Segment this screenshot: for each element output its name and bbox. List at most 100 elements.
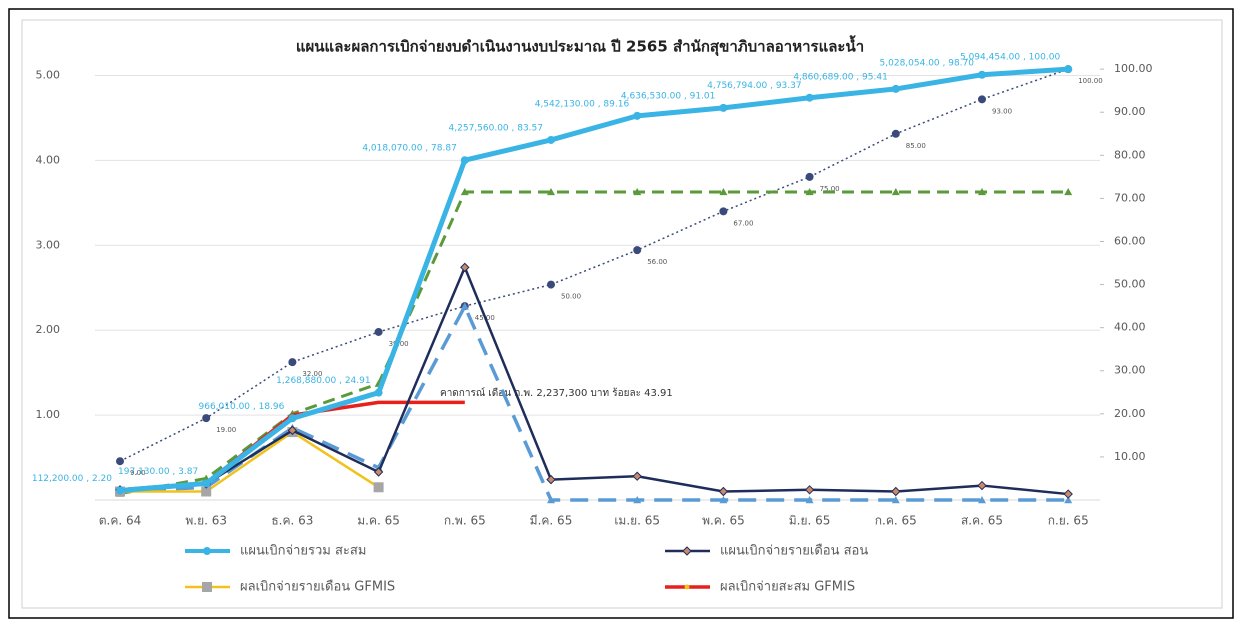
marker — [373, 482, 384, 493]
series-line — [120, 430, 380, 493]
marker — [460, 262, 470, 273]
marker — [891, 496, 900, 504]
marker — [633, 496, 642, 504]
value-label: 85.00 — [906, 142, 926, 150]
legend-dot — [684, 584, 690, 590]
legend-item: แผนเบิกจ่ายรวม สะสม — [185, 544, 366, 559]
x-tick-label: ส.ค. 65 — [961, 514, 1003, 528]
value-label: 966,010.00 , 18.96 — [199, 402, 285, 412]
marker — [805, 93, 814, 102]
marker — [977, 480, 987, 491]
y2-tick-label: 90.00 — [1114, 105, 1146, 118]
x-tick-label: ก.ค. 65 — [875, 514, 917, 528]
marker — [203, 547, 211, 555]
value-label: 4,257,560.00 , 83.57 — [449, 123, 543, 133]
marker — [460, 302, 469, 310]
marker — [373, 467, 384, 477]
y2-tick-label: 40.00 — [1114, 321, 1146, 334]
x-tick-label: เม.ย. 65 — [614, 514, 660, 528]
y2-tick-label: 80.00 — [1114, 148, 1146, 161]
y2-tick-label: 20.00 — [1114, 407, 1146, 420]
marker — [116, 486, 124, 495]
value-label: 112,200.00 , 2.20 — [32, 474, 112, 484]
value-label: 5,028,054.00 , 98.70 — [880, 58, 975, 68]
value-label: 4,860,689.00 , 95.41 — [793, 72, 887, 82]
marker — [460, 156, 469, 165]
marker — [804, 485, 815, 495]
x-tick-label: ม.ค. 65 — [357, 514, 400, 528]
chart-title: แผนและผลการเบิกจ่ายงบดำเนินงานงบประมาณ ป… — [296, 35, 864, 57]
legend-label: ผลเบิกจ่ายสะสม GFMIS — [720, 580, 855, 595]
legend-item: ผลเบิกจ่ายรายเดือน GFMIS — [185, 579, 395, 595]
marker — [1063, 489, 1073, 499]
marker — [547, 280, 555, 289]
x-tick-label: มี.ค. 65 — [530, 514, 573, 528]
x-tick-label: ต.ค. 64 — [99, 514, 142, 528]
y2-tick-label: 70.00 — [1114, 191, 1146, 204]
value-label: 32.00 — [302, 370, 322, 378]
marker — [805, 496, 814, 504]
series-line — [119, 304, 1069, 502]
annotation: คาดการณ์ เดือน ก.พ. 2,237,300 บาท ร้อยละ… — [440, 387, 673, 399]
marker — [978, 496, 986, 504]
marker — [719, 187, 728, 196]
y2-tick-label: 50.00 — [1114, 278, 1146, 291]
y-tick-label: 1.00 — [36, 408, 61, 421]
marker — [288, 414, 297, 423]
x-tick-label: ธ.ค. 63 — [271, 514, 313, 528]
legend-label: ผลเบิกจ่ายรายเดือน GFMIS — [240, 579, 395, 595]
value-label: 4,636,530.00 , 91.01 — [621, 91, 715, 101]
y-tick-label: 5.00 — [36, 68, 61, 81]
value-label: 56.00 — [647, 258, 667, 266]
value-label: 100.00 — [1078, 77, 1103, 85]
marker — [633, 111, 642, 120]
value-label: 4,542,130.00 , 89.16 — [535, 99, 630, 109]
value-label: 4,756,794.00 , 93.37 — [707, 81, 801, 91]
marker — [718, 486, 729, 497]
marker — [1064, 496, 1073, 504]
value-label: 1,268,880.00 , 24.91 — [276, 376, 370, 386]
marker — [1064, 65, 1073, 74]
marker — [374, 327, 383, 336]
series-line — [119, 66, 1069, 494]
value-label: 19.00 — [216, 426, 236, 434]
x-tick-label: ก.ย. 65 — [1048, 514, 1089, 528]
marker — [891, 187, 900, 196]
marker — [460, 187, 469, 196]
y2-tick-label: 100.00 — [1114, 62, 1153, 75]
value-label: 93.00 — [992, 107, 1012, 115]
marker — [547, 496, 555, 504]
outer-frame — [8, 8, 1234, 619]
marker — [202, 414, 211, 423]
value-label: 5,094,454.00 , 100.00 — [960, 53, 1060, 63]
y2-tick-label: 30.00 — [1114, 364, 1146, 377]
x-tick-label: มิ.ย. 65 — [789, 514, 831, 528]
marker — [633, 187, 642, 196]
x-tick-label: พ.ค. 65 — [702, 514, 745, 528]
marker — [547, 135, 555, 144]
marker — [202, 582, 212, 592]
x-tick-label: พ.ย. 63 — [185, 514, 227, 528]
marker — [287, 425, 298, 436]
marker — [978, 95, 986, 104]
marker — [202, 479, 211, 488]
y2-tick-label: 60.00 — [1114, 234, 1146, 247]
marker — [719, 207, 728, 216]
legend-label: แผนเบิกจ่ายรายเดือน สอน — [720, 543, 868, 559]
series-line — [119, 68, 1069, 462]
marker — [719, 496, 728, 504]
series-line — [119, 266, 1069, 496]
y-tick-label: 2.00 — [36, 323, 61, 336]
marker — [632, 471, 642, 481]
marker — [805, 172, 814, 181]
marker — [1064, 187, 1073, 196]
value-label: 4,018,070.00 , 78.87 — [362, 144, 456, 154]
marker — [546, 474, 556, 485]
marker — [891, 486, 901, 497]
value-label: 75.00 — [820, 185, 840, 193]
legend-label: แผนเบิกจ่ายรวม สะสม — [240, 544, 366, 559]
marker — [682, 546, 692, 556]
value-label: 9.00 — [130, 469, 146, 477]
value-label: 67.00 — [733, 219, 753, 227]
